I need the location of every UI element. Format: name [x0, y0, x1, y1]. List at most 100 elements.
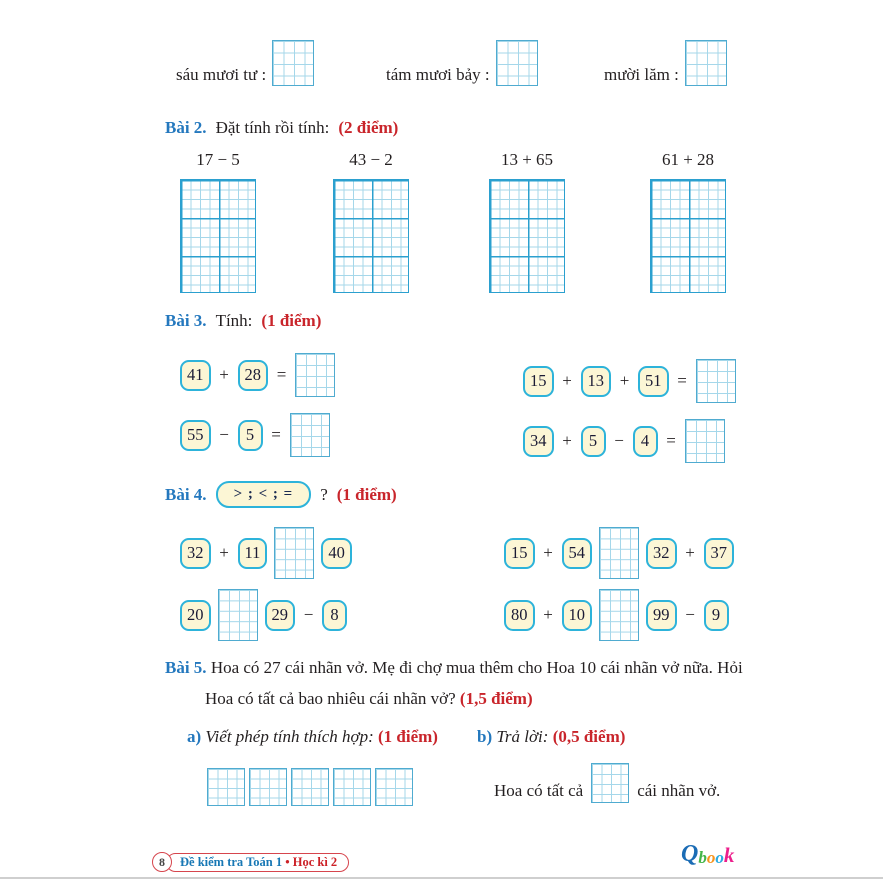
- calc-grid: [650, 179, 726, 293]
- number-box: 5: [580, 425, 606, 457]
- points-label: (1 điểm): [261, 311, 322, 330]
- number-box: 28: [237, 359, 268, 391]
- part-instruction: Trả lời:: [496, 727, 549, 746]
- part-a-label: a) Viết phép tính thích hợp: (1 điểm): [187, 727, 438, 747]
- problem-expression: 43 − 2: [349, 150, 393, 169]
- number-box: 20: [180, 599, 211, 631]
- number-box: 55: [180, 419, 211, 451]
- answer-grid: [599, 589, 639, 641]
- column-calc-problem: 61 + 28: [650, 150, 726, 298]
- book-series: Đề kiểm tra Toán 1: [180, 854, 283, 869]
- exercise-number: Bài 5.: [165, 658, 207, 677]
- number-box: 51: [638, 365, 669, 397]
- operator: =: [666, 431, 676, 450]
- exercise-3-header: Bài 3. Tính: (1 điểm): [165, 311, 321, 331]
- answer-grid: [695, 359, 736, 403]
- number-box: 13: [580, 365, 611, 397]
- number-box: 32: [180, 537, 211, 569]
- answer-prefix: Hoa có tất cả: [494, 781, 584, 800]
- number-box: 99: [646, 599, 677, 631]
- operator: +: [562, 371, 572, 390]
- book-term: Học kì 2: [292, 854, 338, 869]
- number-box: 40: [321, 537, 352, 569]
- answer-grid: [295, 353, 335, 397]
- number-word-label: sáu mươi tư :: [176, 65, 267, 84]
- comparison-row: 80 +10 99−9: [504, 587, 729, 643]
- column-calc-problem: 13 + 65: [489, 150, 565, 298]
- points-label: (1 điểm): [378, 727, 438, 746]
- equation-row: 15 +13 +51 =: [523, 358, 736, 404]
- number-box: 34: [523, 425, 554, 457]
- answer-grid: [599, 527, 639, 579]
- comparison-row: 32 +11 40: [180, 525, 352, 581]
- number-box: 9: [703, 599, 729, 631]
- number-box: 37: [703, 537, 734, 569]
- answer-grid: [684, 40, 727, 86]
- operator: =: [271, 425, 281, 444]
- operator: =: [276, 365, 287, 384]
- equation-row: 34 +5−4 =: [523, 418, 725, 464]
- part-instruction: Viết phép tính thích hợp:: [205, 727, 374, 746]
- book-title-pill: Đề kiểm tra Toán 1 • Học kì 2: [166, 852, 350, 872]
- page-number: 8: [152, 852, 172, 872]
- points-label: (2 điểm): [338, 118, 399, 137]
- logo-letter: Q: [681, 841, 699, 867]
- logo-letter: k: [723, 843, 735, 867]
- number-box: 15: [523, 365, 554, 397]
- part-b-label: b) Trả lời: (0,5 điểm): [477, 727, 625, 747]
- operator: +: [619, 371, 630, 390]
- number-box: 11: [237, 537, 268, 569]
- answer-suffix: cái nhãn vở.: [637, 781, 721, 800]
- answer-sentence: Hoa có tất cả cái nhãn vở.: [494, 763, 720, 803]
- number-box: 4: [632, 425, 658, 457]
- problem-expression: 13 + 65: [500, 150, 554, 169]
- exercise-number: Bài 3.: [165, 311, 207, 330]
- operator: −: [685, 605, 695, 624]
- exercise-number: Bài 4.: [165, 484, 207, 504]
- exercise-instruction: Tính:: [215, 311, 253, 330]
- equation-row: 41 +28 =: [180, 352, 335, 398]
- answer-grid: [591, 763, 630, 803]
- logo-letter: b: [698, 848, 707, 867]
- points-label: (0,5 điểm): [552, 727, 626, 746]
- calculation-grid-strip: [207, 768, 413, 806]
- number-box: 32: [646, 537, 677, 569]
- answer-grid: [207, 768, 245, 806]
- exercise-2-header: Bài 2. Đặt tính rồi tính: (2 điểm): [165, 118, 398, 138]
- number-box: 8: [322, 599, 347, 631]
- number-box: 15: [504, 537, 535, 569]
- footer-badge: 8 Đề kiểm tra Toán 1 • Học kì 2: [152, 852, 350, 872]
- logo-letter: o: [715, 848, 724, 867]
- points-label: (1,5 điểm): [459, 689, 533, 708]
- word-problem-text: Hoa có 27 cái nhãn vở. Mẹ đi chợ mua thê…: [205, 658, 743, 708]
- operator: +: [562, 431, 572, 450]
- answer-grid: [249, 768, 287, 806]
- number-word-label: mười lăm :: [604, 65, 679, 84]
- operator: −: [219, 425, 229, 444]
- operator: −: [614, 431, 624, 450]
- number-box: 54: [561, 537, 592, 569]
- question-mark: ?: [320, 484, 328, 504]
- column-calc-problem: 17 − 5: [180, 150, 256, 298]
- problem-expression: 61 + 28: [661, 150, 715, 169]
- operator: +: [543, 605, 553, 624]
- number-box: 10: [561, 599, 592, 631]
- calc-grid: [489, 179, 565, 293]
- operator: +: [685, 543, 695, 562]
- comparison-row: 15 +54 32 +37: [504, 525, 734, 581]
- operator: +: [219, 365, 229, 384]
- number-box: 41: [180, 359, 211, 391]
- calc-grid: [180, 179, 256, 293]
- answer-grid: [375, 768, 413, 806]
- bullet-separator: •: [285, 854, 290, 869]
- number-box: 29: [264, 599, 295, 631]
- column-calc-problem: 43 − 2: [333, 150, 409, 298]
- exercise-number: Bài 2.: [165, 118, 207, 137]
- number-writing-item: sáu mươi tư :: [176, 40, 315, 86]
- number-word-label: tám mươi bảy :: [386, 65, 490, 84]
- logo-letter: o: [706, 848, 716, 867]
- number-writing-item: mười lăm :: [604, 40, 727, 86]
- answer-grid: [333, 768, 371, 806]
- equation-row: 55−5 =: [180, 412, 330, 458]
